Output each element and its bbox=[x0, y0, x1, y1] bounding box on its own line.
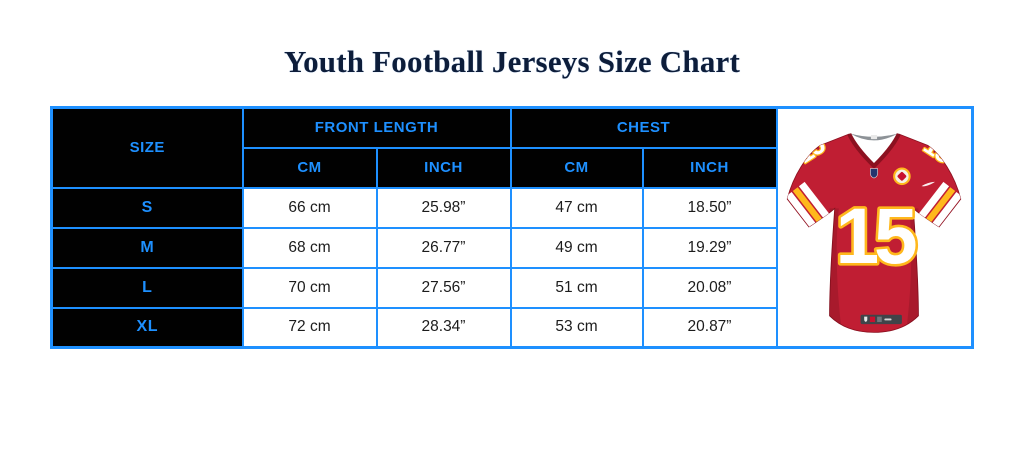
jersey-photo: 15 15 15 bbox=[779, 110, 971, 345]
front-length-inch-value: 26.77” bbox=[375, 226, 512, 269]
size-label-xl: XL bbox=[50, 306, 244, 349]
front-length-inch-value: 27.56” bbox=[375, 266, 512, 309]
sub-header-front-inch: INCH bbox=[375, 146, 512, 189]
col-header-size: SIZE bbox=[50, 106, 244, 189]
chest-inch-value: 20.87” bbox=[641, 306, 778, 349]
chest-inch-value: 20.08” bbox=[641, 266, 778, 309]
front-length-cm-value: 66 cm bbox=[241, 186, 378, 229]
chest-cm-value: 49 cm bbox=[509, 226, 644, 269]
jock-tag-text-mark bbox=[884, 318, 892, 320]
sub-header-chest-inch: INCH bbox=[641, 146, 778, 189]
col-header-chest: CHEST bbox=[509, 106, 778, 149]
team-patch-arrowhead bbox=[897, 171, 907, 181]
jock-tag-shield-icon bbox=[864, 316, 868, 322]
swoosh-icon bbox=[921, 181, 936, 186]
left-sleeve-stripe-white-outer bbox=[787, 191, 818, 229]
jock-tag-gray-box bbox=[877, 316, 882, 322]
table-row-xl: XL 72 cm 28.34” 53 cm 20.87” bbox=[50, 306, 973, 349]
col-header-front-length: FRONT LENGTH bbox=[241, 106, 512, 149]
collar-label bbox=[871, 134, 878, 139]
sub-header-chest-cm: CM bbox=[509, 146, 644, 189]
header-row-groups: SIZE FRONT LENGTH CHEST bbox=[50, 106, 974, 349]
sub-header-front-cm: CM bbox=[241, 146, 378, 189]
chest-cm-value: 47 cm bbox=[509, 186, 644, 229]
chest-number: 15 bbox=[836, 192, 917, 280]
table-row-s: S 66 cm 25.98” 47 cm 18.50” bbox=[50, 186, 973, 229]
vneck-trim bbox=[847, 132, 901, 169]
jersey-image: 15 15 15 bbox=[786, 132, 962, 333]
chest-inch-value: 18.50” bbox=[641, 186, 778, 229]
front-length-cm-value: 72 cm bbox=[241, 306, 378, 349]
front-length-inch-value: 28.34” bbox=[375, 306, 512, 349]
header-row-units: CM INCH CM INCH bbox=[52, 146, 973, 189]
chest-inch-value: 19.29” bbox=[641, 226, 778, 269]
size-chart-table: SIZE FRONT LENGTH CHEST bbox=[50, 106, 974, 349]
front-length-cm-value: 68 cm bbox=[241, 226, 378, 269]
table-row-m: M 68 cm 26.77” 49 cm 19.29” bbox=[50, 226, 973, 269]
size-label-m: M bbox=[50, 226, 244, 269]
left-sleeve-stripe-gold bbox=[793, 186, 824, 224]
page-title: Youth Football Jerseys Size Chart bbox=[283, 44, 741, 79]
size-label-l: L bbox=[50, 266, 244, 309]
right-sleeve-stripe-white-inner bbox=[918, 181, 950, 219]
chest-cm-value: 51 cm bbox=[509, 266, 644, 309]
front-length-inch-value: 25.98” bbox=[375, 186, 512, 229]
size-label-s: S bbox=[50, 186, 244, 229]
nfl-shield-icon bbox=[870, 167, 879, 178]
left-sleeve-stripe-white-inner bbox=[799, 181, 831, 219]
chest-cm-value: 53 cm bbox=[509, 306, 644, 349]
front-length-cm-value: 70 cm bbox=[241, 266, 378, 309]
table-row-l: L 70 cm 27.56” 51 cm 20.08” bbox=[50, 266, 973, 309]
right-sleeve-stripe-white-outer bbox=[931, 191, 962, 229]
jock-tag-red-box bbox=[870, 316, 876, 322]
right-sleeve-stripe-gold bbox=[925, 186, 956, 224]
jersey-photo-cell: 15 15 15 bbox=[775, 106, 974, 349]
